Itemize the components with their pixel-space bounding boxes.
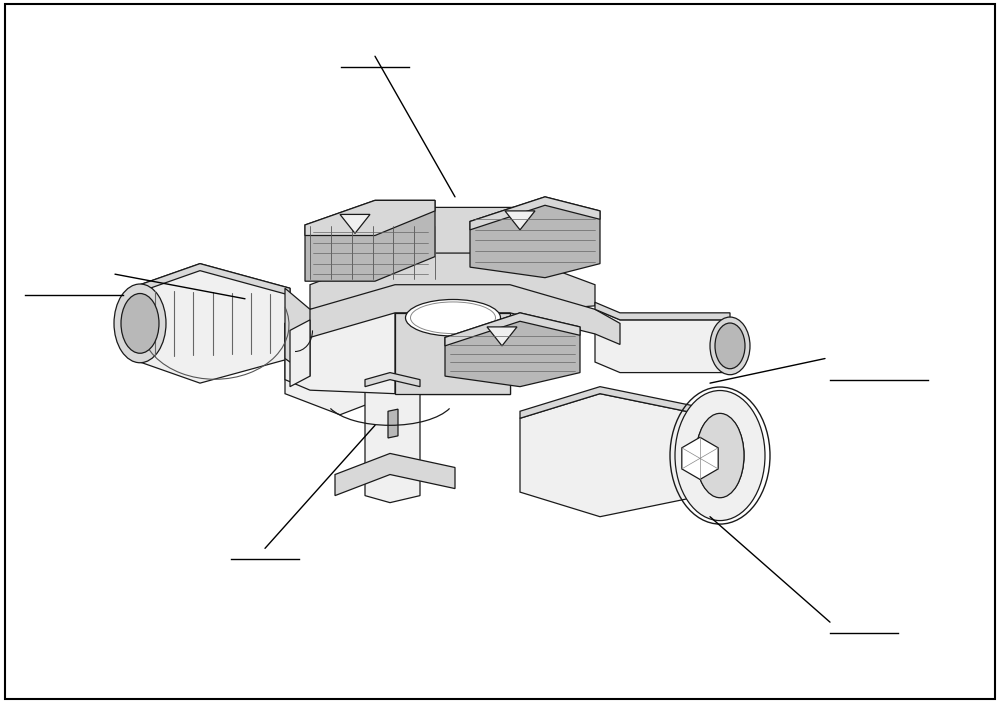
Polygon shape: [445, 313, 580, 387]
Polygon shape: [682, 437, 718, 479]
Polygon shape: [445, 313, 580, 346]
Ellipse shape: [121, 294, 159, 353]
Polygon shape: [505, 211, 535, 230]
Polygon shape: [285, 309, 395, 394]
Ellipse shape: [710, 317, 750, 375]
Polygon shape: [470, 197, 600, 230]
Polygon shape: [487, 327, 517, 346]
Polygon shape: [310, 253, 595, 313]
Polygon shape: [595, 309, 730, 373]
Ellipse shape: [114, 284, 166, 363]
Polygon shape: [365, 373, 420, 387]
Polygon shape: [520, 394, 720, 517]
Ellipse shape: [675, 390, 765, 520]
Polygon shape: [305, 200, 435, 236]
Polygon shape: [388, 409, 398, 438]
Polygon shape: [140, 264, 290, 295]
Polygon shape: [285, 292, 395, 415]
Polygon shape: [470, 197, 600, 278]
Polygon shape: [335, 453, 455, 496]
Polygon shape: [335, 207, 595, 313]
Polygon shape: [140, 264, 290, 383]
Ellipse shape: [406, 299, 501, 336]
Polygon shape: [595, 302, 730, 320]
Ellipse shape: [696, 414, 744, 497]
Polygon shape: [340, 214, 370, 233]
Ellipse shape: [715, 323, 745, 368]
Polygon shape: [285, 285, 620, 344]
Polygon shape: [305, 200, 435, 281]
Polygon shape: [285, 288, 310, 376]
Polygon shape: [290, 320, 310, 387]
Polygon shape: [520, 387, 720, 418]
Polygon shape: [395, 313, 510, 394]
Ellipse shape: [696, 413, 744, 498]
Polygon shape: [365, 380, 420, 503]
Polygon shape: [395, 313, 510, 394]
